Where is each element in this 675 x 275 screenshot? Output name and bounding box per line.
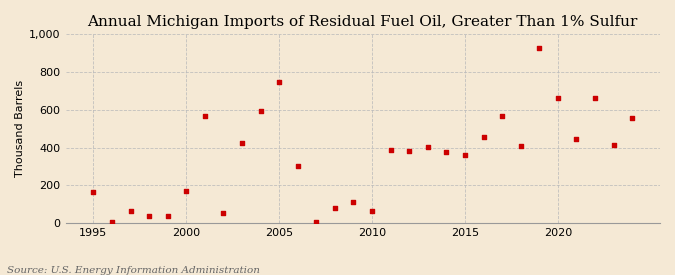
Point (199, 114, 210, 119)
Point (571, 137, 582, 141)
Point (144, 213, 155, 218)
Point (608, 142, 619, 147)
Point (162, 213, 173, 218)
Point (589, 95, 600, 100)
Point (125, 209, 136, 213)
Point (441, 150, 452, 155)
Point (423, 144, 433, 149)
Point (107, 220, 117, 224)
Point (626, 116, 637, 120)
Y-axis label: Thousand Barrels: Thousand Barrels (15, 80, 25, 177)
Point (515, 144, 526, 148)
Point (478, 135, 489, 139)
Point (534, 46, 545, 51)
Point (311, 220, 322, 224)
Point (237, 141, 248, 145)
Point (497, 114, 508, 119)
Point (348, 200, 359, 205)
Point (552, 95, 563, 100)
Point (460, 153, 470, 157)
Point (181, 189, 192, 193)
Point (218, 211, 229, 215)
Point (292, 164, 303, 169)
Title: Annual Michigan Imports of Residual Fuel Oil, Greater Than 1% Sulfur: Annual Michigan Imports of Residual Fuel… (88, 15, 638, 29)
Point (367, 209, 377, 213)
Point (255, 109, 266, 113)
Point (404, 149, 414, 154)
Point (88, 190, 99, 194)
Point (274, 79, 285, 84)
Point (385, 148, 396, 153)
Text: Source: U.S. Energy Information Administration: Source: U.S. Energy Information Administ… (7, 266, 260, 275)
Point (329, 206, 340, 210)
